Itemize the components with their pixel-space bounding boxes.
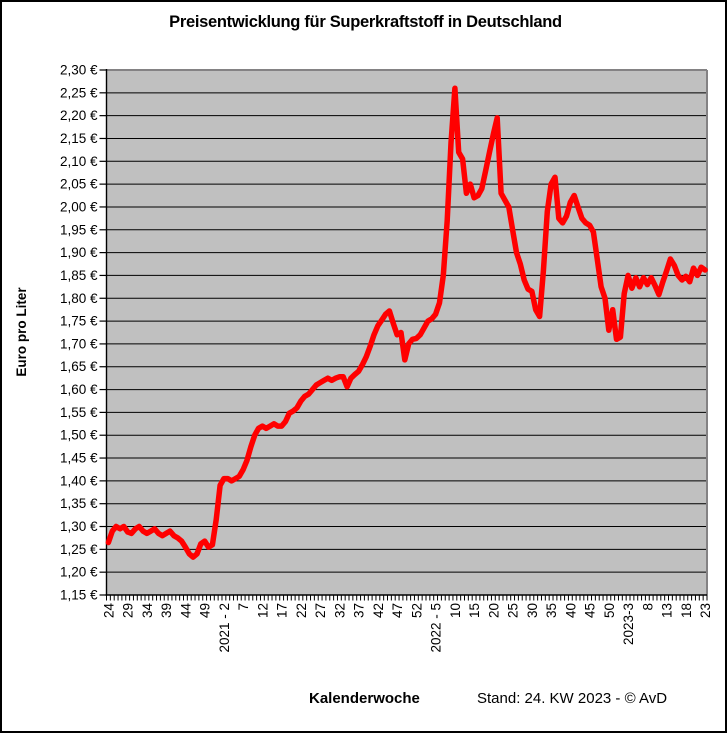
y-tick-label: 1,45 € [60, 451, 98, 466]
y-tick-label: 1,65 € [60, 359, 98, 374]
x-tick-label: 12 [255, 603, 270, 618]
y-tick-label: 2,30 € [60, 63, 98, 78]
y-tick-label: 1,90 € [60, 245, 98, 260]
x-tick-label: 25 [506, 603, 521, 618]
x-tick-label: 32 [332, 603, 347, 618]
y-tick-label: 1,70 € [60, 336, 98, 351]
y-tick-label: 1,20 € [60, 565, 98, 580]
y-tick-label: 2,05 € [60, 177, 98, 192]
x-tick-label: 2021 - 2 [217, 603, 232, 653]
x-tick-label: 44 [178, 603, 193, 619]
y-tick-label: 2,00 € [60, 199, 98, 214]
x-tick-label: 30 [525, 603, 540, 618]
x-tick-label: 17 [275, 603, 290, 618]
x-tick-label: 35 [544, 603, 559, 618]
x-axis-title: Kalenderwoche [309, 690, 420, 707]
y-tick-label: 1,85 € [60, 268, 98, 283]
x-tick-label: 27 [313, 603, 328, 618]
y-tick-label: 2,25 € [60, 85, 98, 100]
x-tick-label: 24 [101, 603, 116, 619]
x-tick-label: 18 [679, 603, 694, 618]
x-tick-label: 34 [140, 603, 155, 619]
y-tick-label: 1,15 € [60, 588, 98, 603]
y-tick-label: 1,60 € [60, 382, 98, 397]
y-tick-label: 1,30 € [60, 519, 98, 534]
x-tick-label: 15 [467, 603, 482, 618]
y-tick-label: 1,40 € [60, 473, 98, 488]
x-tick-label: 42 [371, 603, 386, 618]
y-tick-label: 1,55 € [60, 405, 98, 420]
x-tick-label: 13 [660, 603, 675, 618]
y-tick-label: 1,25 € [60, 542, 98, 557]
x-tick-label: 45 [583, 603, 598, 618]
x-tick-label: 22 [294, 603, 309, 618]
price-line [105, 85, 708, 560]
chart-title: Preisentwicklung für Superkraftstoff in … [169, 13, 562, 31]
x-tick-label: 23 [698, 603, 713, 618]
y-tick-label: 2,20 € [60, 108, 98, 123]
y-tick-label: 2,10 € [60, 154, 98, 169]
x-tick-label: 29 [121, 603, 136, 618]
x-tick-label: 49 [198, 603, 213, 618]
y-tick-label: 1,95 € [60, 222, 98, 237]
y-tick-label: 1,35 € [60, 496, 98, 511]
y-tick-label: 1,75 € [60, 314, 98, 329]
y-tick-label: 1,80 € [60, 291, 98, 306]
x-tick-label: 39 [159, 603, 174, 618]
x-tick-label: 20 [486, 603, 501, 618]
plot-area [106, 70, 707, 595]
x-tick-label: 7 [236, 603, 251, 611]
x-tick-label: 10 [448, 603, 463, 618]
x-tick-label: 37 [352, 603, 367, 618]
x-tick-label: 40 [563, 603, 578, 618]
x-tick-label: 8 [640, 603, 655, 611]
stand-note: Stand: 24. KW 2023 - © AvD [477, 690, 668, 707]
x-tick-label: 52 [409, 603, 424, 618]
x-tick-label: 2023-3 [621, 603, 636, 645]
x-tick-label: 50 [602, 603, 617, 618]
y-tick-label: 2,15 € [60, 131, 98, 146]
x-tick-label: 47 [390, 603, 405, 618]
x-tick-label: 2022 - 5 [429, 603, 444, 653]
y-tick-label: 1,50 € [60, 428, 98, 443]
